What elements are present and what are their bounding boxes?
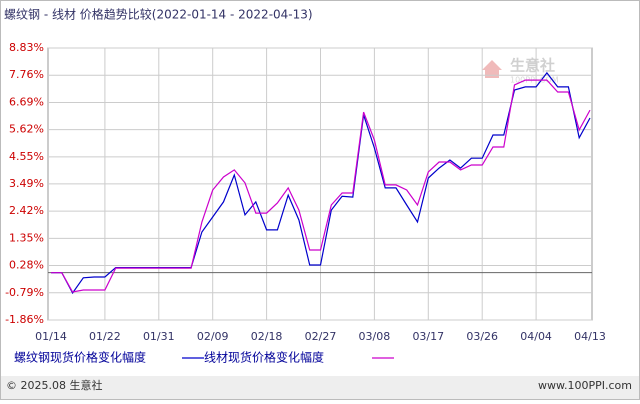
x-tick-label: 02/27 [305, 330, 337, 343]
y-tick-label: 5.62% [9, 123, 44, 136]
y-tick-label: 7.76% [9, 68, 44, 81]
chart-title: 螺纹钢 - 线材 价格趋势比较(2022-01-14 - 2022-04-13) [4, 7, 313, 22]
x-tick-label: 03/26 [466, 330, 498, 343]
x-tick-label: 04/04 [520, 330, 552, 343]
x-tick-label: 03/17 [412, 330, 444, 343]
y-tick-label: 6.69% [9, 95, 44, 108]
series-line [51, 79, 591, 293]
y-tick-label: 8.83% [9, 41, 44, 54]
x-tick-label: 02/18 [251, 330, 283, 343]
x-tick-label: 01/31 [143, 330, 175, 343]
x-tick-label: 01/14 [35, 330, 67, 343]
y-tick-label: 1.35% [9, 231, 44, 244]
y-tick-label: -0.79% [5, 286, 44, 299]
watermark-brand: 生意社 [510, 57, 555, 75]
footer-left: © 2025.08 生意社 [6, 378, 102, 392]
x-tick-label: 03/08 [359, 330, 391, 343]
x-tick-label: 01/22 [89, 330, 121, 343]
y-tick-label: 3.49% [9, 177, 44, 190]
y-tick-label: 2.42% [9, 204, 44, 217]
y-tick-label: 4.55% [9, 150, 44, 163]
legend-label: 线材现货价格变化幅度 [204, 350, 324, 365]
y-tick-label: 0.28% [9, 259, 44, 272]
footer-band [1, 376, 639, 399]
watermark-icon [482, 60, 502, 78]
legend-label: 螺纹钢现货价格变化幅度 [14, 350, 146, 365]
x-tick-label: 04/13 [574, 330, 606, 343]
x-tick-label: 02/09 [197, 330, 229, 343]
footer-right: www.100PPI.com [538, 379, 632, 392]
y-tick-label: -1.86% [5, 313, 44, 326]
